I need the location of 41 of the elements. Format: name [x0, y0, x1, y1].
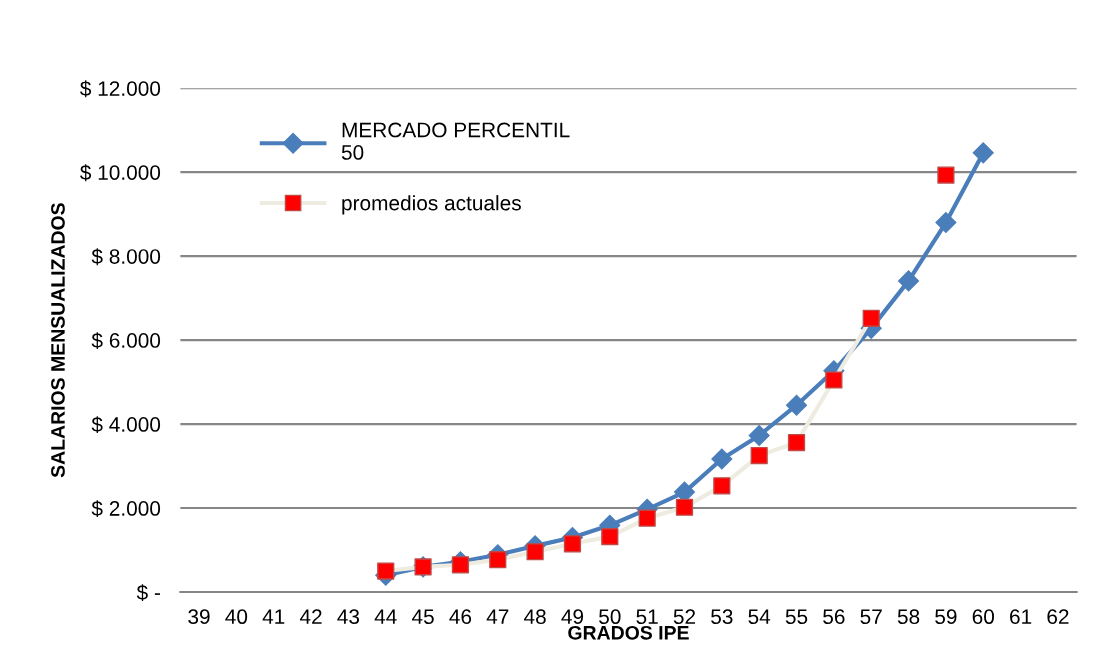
y-tick-label: $ 8.000: [91, 248, 161, 266]
point: [898, 270, 920, 292]
legend-label: promedios actuales: [342, 195, 521, 215]
point: [935, 212, 957, 234]
point: [748, 424, 770, 446]
x-tick-label: 43: [337, 609, 360, 625]
x-tick-label: 47: [486, 609, 509, 624]
x-tick-label: 55: [785, 609, 808, 625]
x-tick-label: 40: [225, 609, 248, 625]
y-tick-label: $ -: [136, 584, 160, 602]
x-tick-label: 41: [262, 609, 285, 624]
x-tick-label: 46: [449, 609, 472, 625]
x-tick-label: 61: [1010, 609, 1032, 625]
x-tick-label: 57: [860, 609, 882, 625]
y-tick-label: $ 4.000: [91, 416, 161, 434]
x-tick-label: 49: [561, 609, 584, 625]
point: [711, 448, 733, 470]
x-tick-label: 42: [299, 609, 322, 624]
y-axis-title: SALARIOS MENSUALIZADOS: [51, 203, 65, 478]
x-tick-label: 62: [1047, 609, 1069, 625]
y-tick-label: $ 6.000: [91, 332, 161, 350]
x-tick-label: 50: [599, 609, 621, 625]
x-tick-label: 39: [188, 609, 210, 625]
legend-label: MERCADO PERCENTIL 50: [341, 122, 570, 160]
x-tick-label: 58: [897, 609, 920, 625]
x-tick-label: 60: [972, 609, 995, 625]
y-tick-label: $ 12.000: [80, 80, 161, 98]
x-tick-label: 44: [374, 609, 397, 624]
y-tick-label: $ 10.000: [80, 164, 161, 182]
x-tick-label: 56: [823, 609, 845, 625]
point: [972, 142, 994, 164]
x-tick-label: 53: [711, 609, 733, 625]
x-tick-label: 51: [636, 609, 658, 625]
x-tick-label: 52: [673, 609, 696, 625]
x-tick-label: 48: [524, 609, 546, 625]
x-tick-label: 45: [411, 609, 434, 625]
x-tick-label: 59: [935, 609, 957, 625]
x-tick-label: 54: [748, 609, 771, 625]
point: [786, 394, 808, 416]
y-tick-label: $ 2.000: [91, 500, 161, 518]
x-axis-title: GRADOS IPE: [568, 625, 689, 640]
